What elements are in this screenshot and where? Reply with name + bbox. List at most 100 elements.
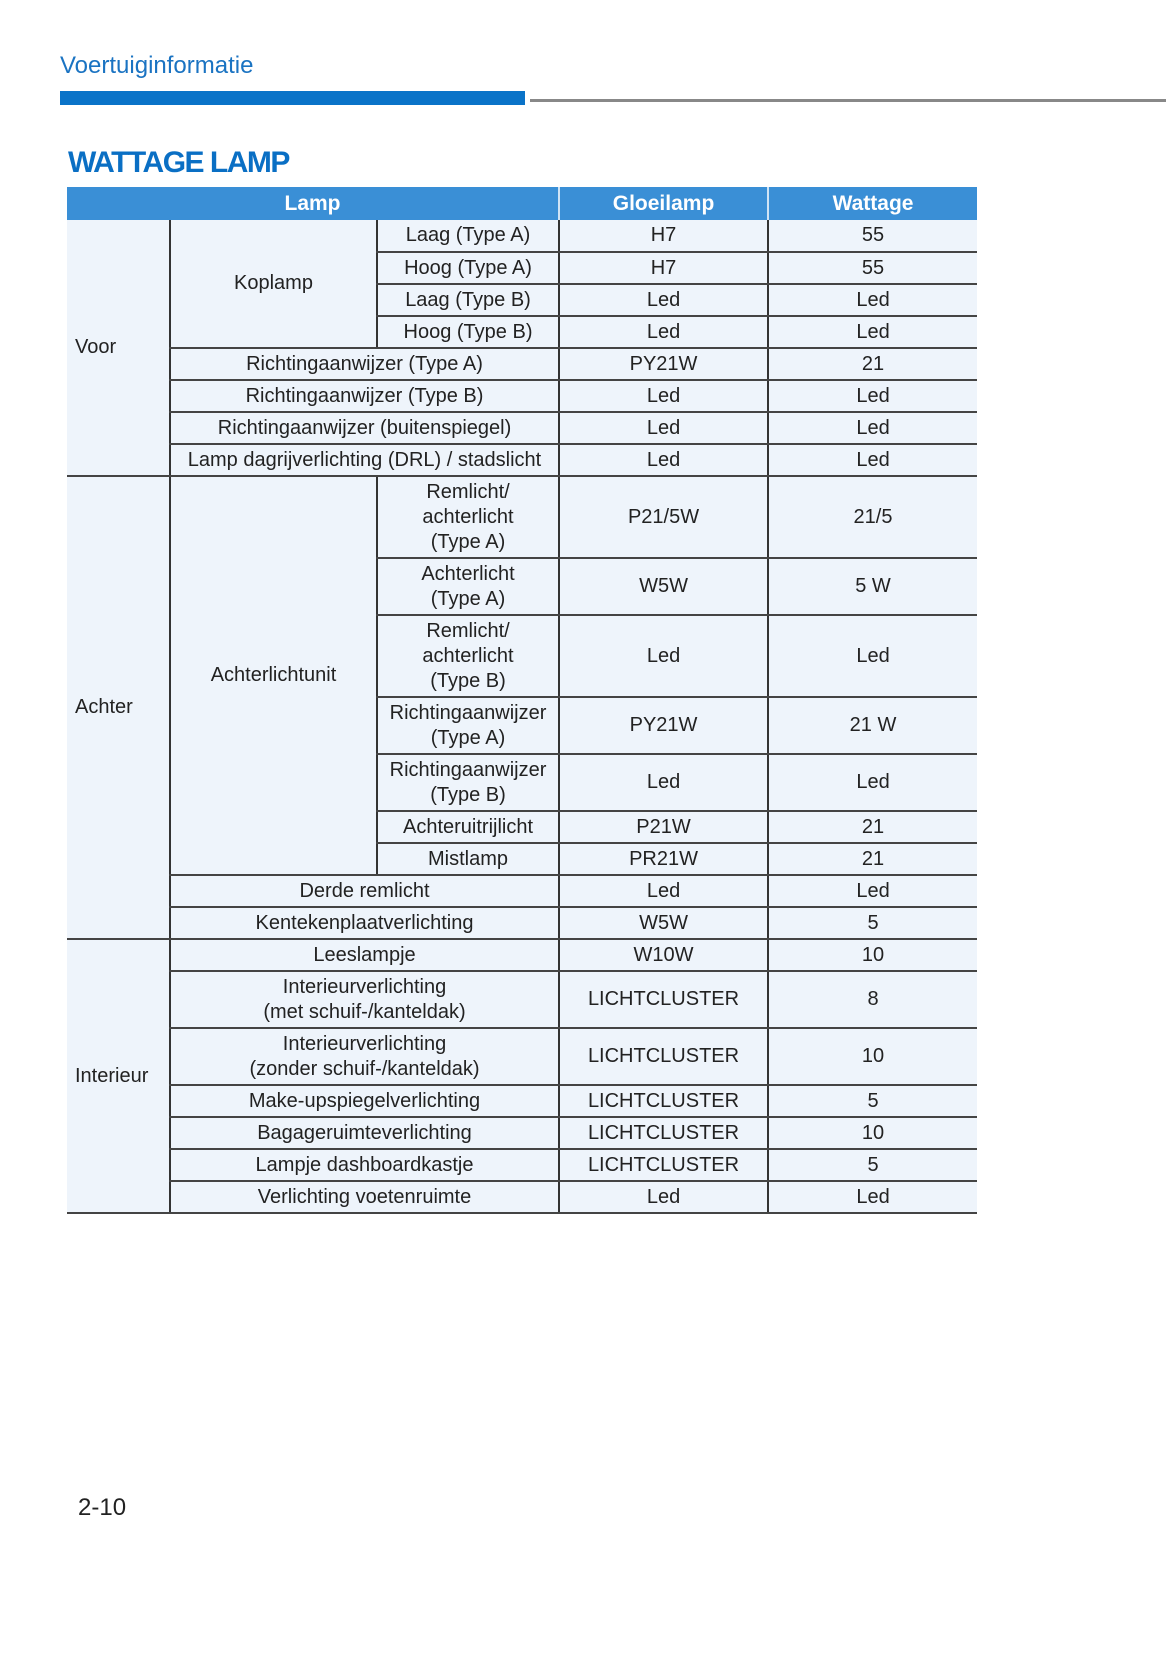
wattage-value: 8 [767, 971, 978, 1029]
table-row: Richtingaanwijzer (Type B) Led Led [67, 380, 978, 413]
lamp-name: Richtingaanwijzer (Type A) [375, 697, 560, 755]
wattage-value: 21/5 [767, 476, 978, 559]
lamp-name: Verlichting voetenruimte [168, 1181, 560, 1214]
table-row: Achter Achterlichtunit Remlicht/ achterlic… [67, 476, 978, 940]
wattage-value: 5 W [767, 558, 978, 616]
wattage-value: 21 [767, 348, 978, 381]
bulb-type: Led [558, 754, 769, 812]
table-row: Make-upspiegelverlichting LICHTCLUSTER 5 [67, 1085, 978, 1118]
group-label: Achter [67, 476, 170, 940]
bulb-type: P21/5W [558, 476, 769, 559]
wattage-value: Led [767, 875, 978, 908]
header-accent-bar [60, 91, 525, 105]
wattage-value: Led [767, 412, 978, 445]
bulb-type: Led [558, 875, 769, 908]
bulb-type: PY21W [558, 697, 769, 755]
lamp-name: Hoog (Type A) [375, 252, 560, 285]
lamp-name: Hoog (Type B) [375, 316, 560, 349]
table-row: Richtingaanwijzer (buitenspiegel) Led Led [67, 412, 978, 445]
wattage-value: 10 [767, 1117, 978, 1150]
table-row: Interieurverlichting (met schuif-/kantel… [67, 971, 978, 1029]
wattage-value: Led [767, 316, 978, 349]
table-header-row: Lamp Gloeilamp Wattage [67, 187, 978, 220]
lamp-category: Achterlichtunit [169, 476, 377, 876]
header-gloeilamp: Gloeilamp [558, 187, 769, 220]
lamp-name: Interieurverlichting (met schuif-/kantel… [168, 971, 560, 1029]
lamp-name: Remlicht/ achterlicht (Type B) [375, 615, 560, 698]
lamp-name: Mistlamp [375, 843, 560, 876]
bulb-type: LICHTCLUSTER [558, 1117, 769, 1150]
bulb-type: W5W [558, 558, 769, 616]
section-title: Voertuiginformatie [60, 52, 254, 79]
lamp-name: Interieurverlichting (zonder schuif-/kan… [168, 1028, 560, 1086]
bulb-type: PY21W [558, 348, 769, 381]
table-row: Kentekenplaatverlichting W5W 5 [67, 907, 978, 940]
lamp-category: Koplamp [169, 220, 377, 349]
table-row: Richtingaanwijzer (Type A) PY21W 21 W [67, 697, 978, 755]
page-number: 2-10 [78, 1494, 127, 1521]
bulb-type: P21W [558, 811, 769, 844]
wattage-value: 21 [767, 811, 978, 844]
lamp-name: Remlicht/ achterlicht (Type A) [375, 476, 560, 559]
lamp-name: Richtingaanwijzer (Type A) [168, 348, 560, 381]
wattage-value: 10 [767, 939, 978, 972]
wattage-table: Lamp Gloeilamp Wattage Voor Koplamp Laag (… [67, 187, 978, 1214]
wattage-value: 10 [767, 1028, 978, 1086]
wattage-value: 55 [767, 252, 978, 285]
group-label: Interieur [67, 939, 170, 1214]
table-row: Richtingaanwijzer (Type B) Led Led [67, 754, 978, 812]
table-row: Remlicht/ achterlicht (Type B) Led Led [67, 615, 978, 698]
table-row: Laag (Type B) Led Led [67, 284, 978, 317]
lamp-name: Richtingaanwijzer (buitenspiegel) [168, 412, 560, 445]
wattage-value: 5 [767, 1085, 978, 1118]
wattage-value: Led [767, 615, 978, 698]
table-row: Hoog (Type A) H7 55 [67, 252, 978, 285]
header-wattage: Wattage [767, 187, 978, 220]
bulb-type: H7 [558, 252, 769, 285]
table-row: Derde remlicht Led Led [67, 875, 978, 908]
table-row: Lampje dashboardkastje LICHTCLUSTER 5 [67, 1149, 978, 1182]
wattage-value: Led [767, 444, 978, 477]
lamp-name: Lamp dagrijverlichting (DRL) / stadslich… [168, 444, 560, 477]
wattage-value: Led [767, 754, 978, 812]
table-row: Achteruitrijlicht P21W 21 [67, 811, 978, 844]
lamp-name: Laag (Type B) [375, 284, 560, 317]
bulb-type: LICHTCLUSTER [558, 1028, 769, 1086]
lamp-name: Lampje dashboardkastje [168, 1149, 560, 1182]
lamp-name: Achterlicht (Type A) [375, 558, 560, 616]
table-row: Interieurverlichting (zonder schuif-/kan… [67, 1028, 978, 1086]
wattage-value: Led [767, 284, 978, 317]
table-row: Bagageruimteverlichting LICHTCLUSTER 10 [67, 1117, 978, 1150]
lamp-name: Achteruitrijlicht [375, 811, 560, 844]
table-row: Interieur Leeslampje W10W 10 [67, 939, 978, 1214]
lamp-name: Derde remlicht [168, 875, 560, 908]
header-lamp: Lamp [67, 187, 560, 220]
table-row: Achterlicht (Type A) W5W 5 W [67, 558, 978, 616]
wattage-value: Led [767, 380, 978, 413]
lamp-name: Richtingaanwijzer (Type B) [168, 380, 560, 413]
bulb-type: H7 [558, 220, 769, 253]
wattage-value: Led [767, 1181, 978, 1214]
table-row: Richtingaanwijzer (Type A) PY21W 21 [67, 348, 978, 381]
lamp-name: Kentekenplaatverlichting [168, 907, 560, 940]
bulb-type: Led [558, 284, 769, 317]
wattage-value: 5 [767, 907, 978, 940]
bulb-type: LICHTCLUSTER [558, 971, 769, 1029]
table-row: Voor Koplamp Laag (Type A) H7 55 [67, 220, 978, 477]
bulb-type: W5W [558, 907, 769, 940]
group-label: Voor [67, 220, 170, 477]
table-row: Verlichting voetenruimte Led Led [67, 1181, 978, 1214]
bulb-type: W10W [558, 939, 769, 972]
bulb-type: Led [558, 615, 769, 698]
page-title: WATTAGE LAMP [68, 146, 290, 179]
bulb-type: LICHTCLUSTER [558, 1085, 769, 1118]
lamp-name: Bagageruimteverlichting [168, 1117, 560, 1150]
table-row: Hoog (Type B) Led Led [67, 316, 978, 349]
bulb-type: LICHTCLUSTER [558, 1149, 769, 1182]
lamp-name: Richtingaanwijzer (Type B) [375, 754, 560, 812]
bulb-type: Led [558, 444, 769, 477]
wattage-value: 5 [767, 1149, 978, 1182]
lamp-name: Leeslampje [168, 939, 560, 972]
wattage-value: 21 [767, 843, 978, 876]
header-divider [530, 99, 1166, 102]
